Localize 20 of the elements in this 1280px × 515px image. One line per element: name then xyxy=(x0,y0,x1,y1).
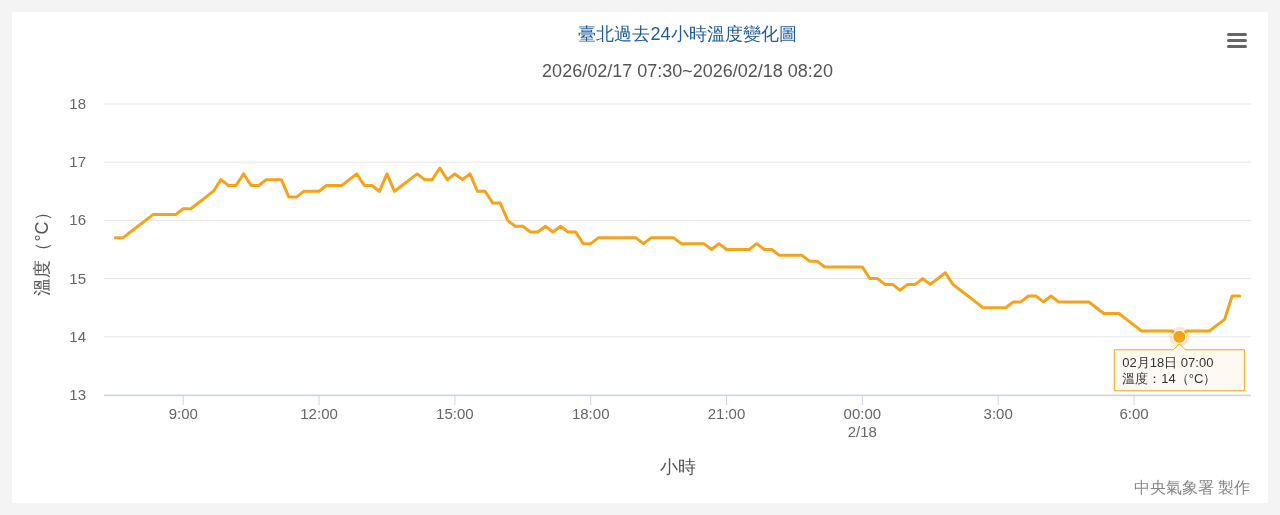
y-tick-label: 14 xyxy=(69,327,86,345)
x-tick-label: 21:00 xyxy=(707,405,746,422)
chart-title: 臺北過去24小時溫度變化圖 xyxy=(578,24,797,44)
y-tick-label: 15 xyxy=(69,269,86,287)
y-axis-title: 溫度（°C） xyxy=(32,203,52,296)
y-tick-label: 17 xyxy=(69,153,86,171)
x-tick-label: 3:00 xyxy=(983,405,1013,422)
chart-subtitle: 2026/02/17 07:30~2026/02/18 08:20 xyxy=(542,61,833,81)
x-tick-label: 12:00 xyxy=(300,405,338,422)
y-tick-label: 16 xyxy=(69,211,86,229)
x-tick-label: 00:00 2/18 xyxy=(843,405,882,440)
x-tick-label: 18:00 xyxy=(571,405,610,422)
y-tick-label: 18 xyxy=(69,95,86,112)
x-axis-title: 小時 xyxy=(659,457,696,477)
annotation: 02月18日 07:00 溫度：14（°C） xyxy=(1122,354,1217,386)
x-tick-label: 15:00 xyxy=(436,405,474,422)
x-tick-label: 9:00 xyxy=(168,405,198,422)
y-tick-label: 13 xyxy=(69,386,86,403)
text: 中央氣象署 製作 xyxy=(1133,479,1250,496)
x-tick-label: 6:00 xyxy=(1119,405,1149,422)
